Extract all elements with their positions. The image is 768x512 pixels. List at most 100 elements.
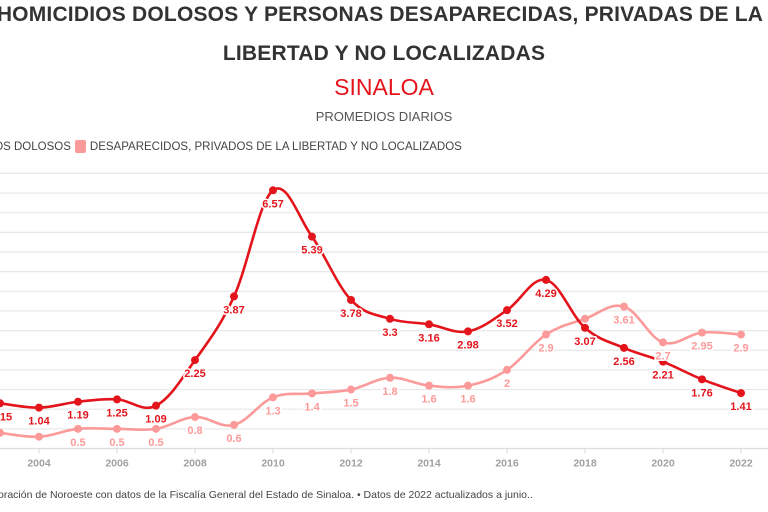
data-label-desaparecidos: 0.6 bbox=[226, 433, 241, 445]
data-point-desaparecidos bbox=[0, 428, 4, 437]
data-point-homicidios bbox=[35, 403, 43, 412]
x-axis: 2004 2006 2008 2010 2012 2014 2016 2018 2020 2022 bbox=[27, 448, 753, 470]
data-point-desaparecidos bbox=[230, 420, 238, 429]
x-tick-label: 2008 bbox=[183, 458, 207, 470]
data-point-desaparecidos bbox=[191, 413, 199, 422]
data-point-desaparecidos bbox=[35, 432, 43, 441]
data-label-homicidios: 1.09 bbox=[145, 414, 166, 426]
series-lines bbox=[0, 187, 743, 439]
x-tick-label: 2016 bbox=[495, 458, 519, 470]
x-tick-label: 2018 bbox=[573, 458, 597, 470]
data-label-homicidios: 2.25 bbox=[184, 368, 205, 380]
data-point-homicidios bbox=[620, 343, 628, 352]
data-label-homicidios: 1.25 bbox=[106, 407, 127, 419]
data-point-desaparecidos bbox=[737, 330, 745, 339]
data-point-homicidios bbox=[347, 295, 355, 304]
data-label-homicidios: 15 bbox=[0, 411, 12, 423]
data-point-homicidios bbox=[230, 292, 238, 301]
data-point-homicidios bbox=[386, 314, 394, 323]
data-label-homicidios: 4.29 bbox=[535, 288, 556, 300]
data-point-desaparecidos bbox=[308, 389, 316, 398]
data-label-homicidios: 1.76 bbox=[691, 387, 712, 399]
data-label-homicidios: 3.87 bbox=[223, 304, 244, 316]
x-tick-label: 2004 bbox=[27, 458, 51, 470]
data-label-desaparecidos: 1.8 bbox=[382, 386, 397, 398]
source-note: oración de Noroeste con datos de la Fisc… bbox=[0, 489, 533, 501]
data-label-homicidios: 2.98 bbox=[457, 339, 478, 351]
data-label-desaparecidos: 1.3 bbox=[265, 405, 280, 417]
data-label-desaparecidos: 0.5 bbox=[148, 437, 163, 449]
data-label-homicidios: 6.57 bbox=[262, 198, 283, 210]
data-label-homicidios: 1.04 bbox=[28, 416, 50, 428]
data-label-desaparecidos: 2.9 bbox=[733, 343, 748, 355]
x-tick-label: 2010 bbox=[261, 458, 285, 470]
data-label-desaparecidos: 1.5 bbox=[343, 398, 358, 410]
data-label-desaparecidos: 2.7 bbox=[655, 350, 670, 362]
region-title: SINALOA bbox=[334, 74, 434, 100]
data-label-desaparecidos: 2 bbox=[504, 378, 510, 390]
x-tick-label: 2012 bbox=[339, 458, 363, 470]
data-point-homicidios bbox=[542, 275, 550, 284]
data-label-desaparecidos: 1.6 bbox=[460, 394, 475, 406]
data-point-desaparecidos bbox=[113, 424, 121, 433]
data-label-homicidios: 1.41 bbox=[730, 401, 751, 413]
data-label-homicidios: 3.16 bbox=[418, 332, 439, 344]
data-point-desaparecidos bbox=[425, 381, 433, 390]
data-point-desaparecidos bbox=[542, 330, 550, 339]
data-point-homicidios bbox=[0, 399, 4, 408]
data-label-desaparecidos: 2.9 bbox=[538, 343, 553, 355]
data-point-desaparecidos bbox=[386, 373, 394, 382]
x-tick-label: 2020 bbox=[651, 458, 675, 470]
data-point-homicidios bbox=[659, 357, 667, 366]
data-label-desaparecidos: 1.6 bbox=[421, 394, 436, 406]
chart-title-line-1: HOMICIDIOS DOLOSOS Y PERSONAS DESAPARECI… bbox=[0, 3, 764, 26]
chart-subtitle: PROMEDIOS DIARIOS bbox=[315, 109, 453, 124]
data-label-homicidios: 2.21 bbox=[652, 370, 673, 382]
data-label-homicidios: 1.19 bbox=[67, 410, 88, 422]
data-point-desaparecidos bbox=[152, 424, 160, 433]
data-point-desaparecidos bbox=[503, 365, 511, 374]
data-point-homicidios bbox=[269, 186, 277, 195]
data-label-homicidios: 5.39 bbox=[301, 245, 322, 257]
x-tick-label: 2006 bbox=[105, 458, 129, 470]
data-point-homicidios bbox=[425, 320, 433, 329]
data-point-homicidios bbox=[698, 375, 706, 384]
data-point-desaparecidos bbox=[464, 381, 472, 390]
data-point-homicidios bbox=[503, 306, 511, 315]
data-point-homicidios bbox=[308, 232, 316, 241]
data-point-homicidios bbox=[191, 356, 199, 365]
legend-label-desaparecidos[interactable]: DESAPARECIDOS, PRIVADOS DE LA LIBERTAD Y… bbox=[89, 140, 462, 153]
data-point-homicidios bbox=[464, 327, 472, 336]
data-label-homicidios: 3.3 bbox=[382, 327, 397, 339]
data-point-desaparecidos bbox=[74, 424, 82, 433]
data-point-desaparecidos bbox=[659, 338, 667, 347]
data-label-homicidios: 3.07 bbox=[574, 336, 595, 348]
data-label-desaparecidos: 0.5 bbox=[109, 437, 124, 449]
data-point-homicidios bbox=[737, 389, 745, 398]
data-point-desaparecidos bbox=[269, 393, 277, 402]
data-point-desaparecidos bbox=[347, 385, 355, 394]
series-line-homicidios bbox=[0, 187, 743, 410]
x-tick-label: 2014 bbox=[417, 458, 441, 470]
legend: IOS DOLOSOS DESAPARECIDOS, PRIVADOS DE L… bbox=[0, 140, 462, 153]
data-label-desaparecidos: 0.5 bbox=[70, 437, 85, 449]
data-point-homicidios bbox=[113, 395, 121, 404]
data-label-desaparecidos: 0.8 bbox=[187, 425, 202, 437]
x-tick-label: 2022 bbox=[729, 458, 753, 470]
data-point-homicidios bbox=[581, 323, 589, 332]
data-labels: 0.5 0.5 0.5 0.8 0.6 1.3 1.4 1.5 1.8 1.6 1.6 2 2.9 3.6… bbox=[0, 197, 753, 451]
chart-title-line-2: LIBERTAD Y NO LOCALIZADAS bbox=[222, 42, 546, 65]
data-point-desaparecidos bbox=[698, 328, 706, 337]
data-label-homicidios: 3.52 bbox=[496, 318, 517, 330]
data-points bbox=[0, 186, 745, 441]
legend-label-homicidios[interactable]: IOS DOLOSOS bbox=[0, 140, 71, 153]
data-point-homicidios bbox=[152, 401, 160, 410]
data-label-homicidios: 3.78 bbox=[340, 308, 361, 320]
data-label-desaparecidos: 3.61 bbox=[613, 315, 634, 327]
data-point-desaparecidos bbox=[620, 302, 628, 311]
data-point-homicidios bbox=[74, 397, 82, 406]
legend-swatch-desaparecidos bbox=[74, 140, 86, 153]
data-point-desaparecidos bbox=[581, 314, 589, 323]
data-label-desaparecidos: 2.95 bbox=[691, 341, 712, 353]
